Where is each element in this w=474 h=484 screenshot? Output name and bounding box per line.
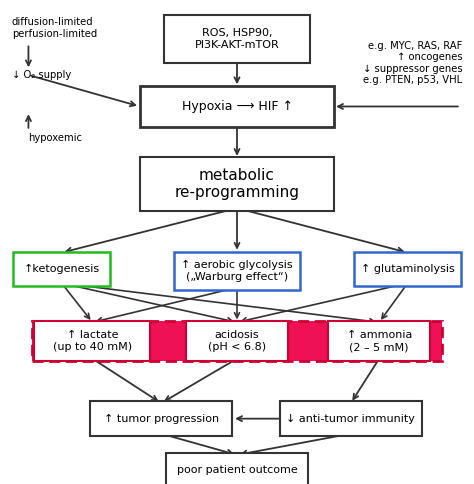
FancyBboxPatch shape xyxy=(174,252,300,290)
FancyBboxPatch shape xyxy=(280,401,422,436)
FancyBboxPatch shape xyxy=(34,321,151,361)
FancyBboxPatch shape xyxy=(328,321,430,361)
FancyBboxPatch shape xyxy=(164,15,310,63)
FancyBboxPatch shape xyxy=(140,157,334,211)
FancyBboxPatch shape xyxy=(354,252,461,286)
Bar xyxy=(32,321,442,361)
Bar xyxy=(32,321,442,361)
FancyBboxPatch shape xyxy=(90,401,232,436)
Text: ↓ anti-tumor immunity: ↓ anti-tumor immunity xyxy=(286,414,415,424)
Text: ↑ tumor progression: ↑ tumor progression xyxy=(104,414,219,424)
FancyBboxPatch shape xyxy=(140,86,334,127)
FancyBboxPatch shape xyxy=(13,252,110,286)
Text: hypoxemic: hypoxemic xyxy=(28,133,82,143)
Text: ROS, HSP90,
PI3K-AKT-mTOR: ROS, HSP90, PI3K-AKT-mTOR xyxy=(195,28,279,49)
Text: diffusion-limited
perfusion-limited: diffusion-limited perfusion-limited xyxy=(12,17,97,39)
Text: ↓ O₂ supply: ↓ O₂ supply xyxy=(12,70,71,80)
Text: ↑ aerobic glycolysis
(„Warburg effect“): ↑ aerobic glycolysis („Warburg effect“) xyxy=(181,260,293,282)
Text: ↑ lactate
(up to 40 mM): ↑ lactate (up to 40 mM) xyxy=(53,331,132,352)
FancyBboxPatch shape xyxy=(166,453,308,484)
Text: ↑ ammonia
(2 – 5 mM): ↑ ammonia (2 – 5 mM) xyxy=(346,331,412,352)
Text: metabolic
re-programming: metabolic re-programming xyxy=(174,168,300,200)
Text: poor patient outcome: poor patient outcome xyxy=(177,466,297,475)
Text: ↑ glutaminolysis: ↑ glutaminolysis xyxy=(361,264,455,273)
Text: ↑ketogenesis: ↑ketogenesis xyxy=(24,264,100,273)
FancyBboxPatch shape xyxy=(186,321,288,361)
Text: Hypoxia ⟶ HIF ↑: Hypoxia ⟶ HIF ↑ xyxy=(182,100,292,113)
Text: acidosis
(pH < 6.8): acidosis (pH < 6.8) xyxy=(208,331,266,352)
Text: e.g. MYC, RAS, RAF
↑ oncogenes
↓ suppressor genes
e.g. PTEN, p53, VHL: e.g. MYC, RAS, RAF ↑ oncogenes ↓ suppres… xyxy=(363,41,462,85)
